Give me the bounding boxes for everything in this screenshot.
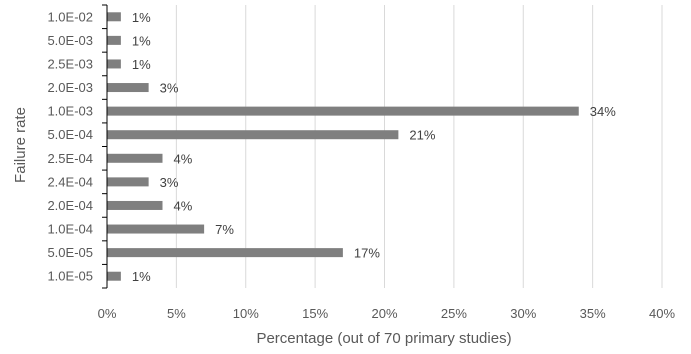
- bars: [107, 12, 579, 281]
- bar: [107, 224, 205, 234]
- bar: [107, 83, 149, 93]
- bar: [107, 130, 399, 140]
- bar: [107, 106, 579, 116]
- y-tick-label: 2.5E-04: [47, 151, 93, 166]
- data-label: 1%: [132, 33, 151, 48]
- gridlines: [175, 5, 663, 288]
- data-label: 17%: [354, 246, 380, 261]
- x-tick-label: 40%: [649, 306, 675, 321]
- data-label: 7%: [215, 222, 234, 237]
- y-tick-label: 2.5E-03: [47, 56, 93, 71]
- bar: [107, 35, 121, 45]
- x-tick-label: 30%: [510, 306, 536, 321]
- y-tick-label: 5.0E-05: [47, 245, 93, 260]
- bar: [107, 12, 121, 22]
- x-tick-label: 15%: [302, 306, 328, 321]
- y-tick-label: 2.0E-03: [47, 80, 93, 95]
- bar: [107, 153, 163, 163]
- bar: [107, 271, 121, 281]
- bar: [107, 177, 149, 187]
- y-tick-label: 2.4E-04: [47, 174, 93, 189]
- y-tick-label: 1.0E-02: [47, 9, 93, 24]
- y-tick-label: 2.0E-04: [47, 198, 93, 213]
- x-tick-label: 10%: [233, 306, 259, 321]
- data-label: 4%: [174, 198, 193, 213]
- x-tick-label: 20%: [371, 306, 397, 321]
- x-tick-label: 0%: [98, 306, 117, 321]
- data-label: 1%: [132, 10, 151, 25]
- data-label: 1%: [132, 269, 151, 284]
- bar: [107, 200, 163, 210]
- y-tick-label: 5.0E-03: [47, 33, 93, 48]
- labels: 0% 5% 10% 15% 20% 25% 30% 35% 40% 1.0E-02 1% 5.0E-0…: [47, 9, 675, 321]
- y-tick-label: 1.0E-04: [47, 222, 93, 237]
- data-label: 1%: [132, 57, 151, 72]
- y-axis-title: Failure rate: [12, 107, 29, 183]
- data-label: 21%: [409, 128, 435, 143]
- y-tick-label: 5.0E-04: [47, 127, 93, 142]
- bar: [107, 59, 121, 69]
- y-tick-label: 1.0E-05: [47, 269, 93, 284]
- bar: [107, 248, 343, 258]
- x-tick-label: 5%: [167, 306, 186, 321]
- y-tick-label: 1.0E-03: [47, 104, 93, 119]
- x-tick-label: 35%: [580, 306, 606, 321]
- axes: [102, 4, 108, 289]
- data-label: 4%: [174, 151, 193, 166]
- data-label: 3%: [160, 81, 179, 96]
- x-axis-title: Percentage (out of 70 primary studies): [256, 330, 511, 347]
- data-label: 34%: [590, 104, 616, 119]
- data-label: 3%: [160, 175, 179, 190]
- x-tick-label: 25%: [441, 306, 467, 321]
